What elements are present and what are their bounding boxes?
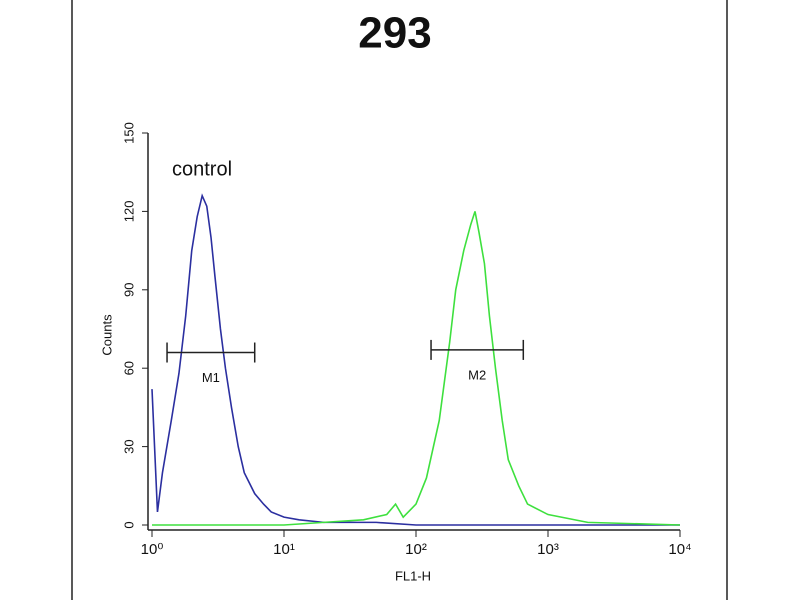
y-tick-label: 30: [121, 439, 136, 453]
y-axis-label: Counts: [99, 314, 114, 356]
y-tick-label: 0: [121, 521, 136, 528]
gate-label: M2: [468, 367, 486, 382]
x-tick-label: 10³: [537, 541, 559, 558]
y-tick-label: 120: [121, 201, 136, 223]
x-tick-label: 10⁴: [668, 541, 691, 558]
y-tick-label: 150: [121, 122, 136, 144]
x-tick-label: 10²: [405, 541, 427, 558]
x-tick-label: 10¹: [273, 541, 295, 558]
series-line: [151, 193, 680, 526]
x-axis-label: FL1-H: [395, 568, 431, 583]
chart-title: 293: [358, 9, 431, 58]
y-tick-label: 90: [121, 283, 136, 297]
y-tick-label: 60: [121, 361, 136, 375]
annotation: control: [172, 158, 232, 180]
gate-label: M1: [202, 370, 220, 385]
x-tick-label: 10⁰: [141, 541, 164, 558]
series-line: [152, 211, 681, 526]
